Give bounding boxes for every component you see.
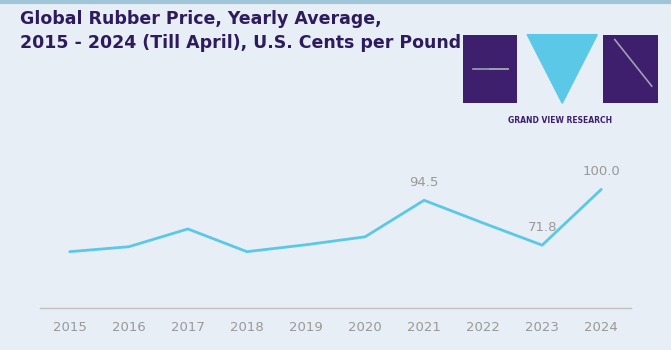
Text: 100.0: 100.0 (582, 165, 620, 178)
Bar (463, 35, 517, 103)
Text: GRAND VIEW RESEARCH: GRAND VIEW RESEARCH (508, 116, 613, 125)
Polygon shape (527, 35, 597, 103)
Text: 71.8: 71.8 (527, 221, 557, 234)
Bar (603, 35, 658, 103)
Text: 94.5: 94.5 (409, 176, 439, 189)
Text: Global Rubber Price, Yearly Average,
2015 - 2024 (Till April), U.S. Cents per Po: Global Rubber Price, Yearly Average, 201… (20, 10, 461, 52)
